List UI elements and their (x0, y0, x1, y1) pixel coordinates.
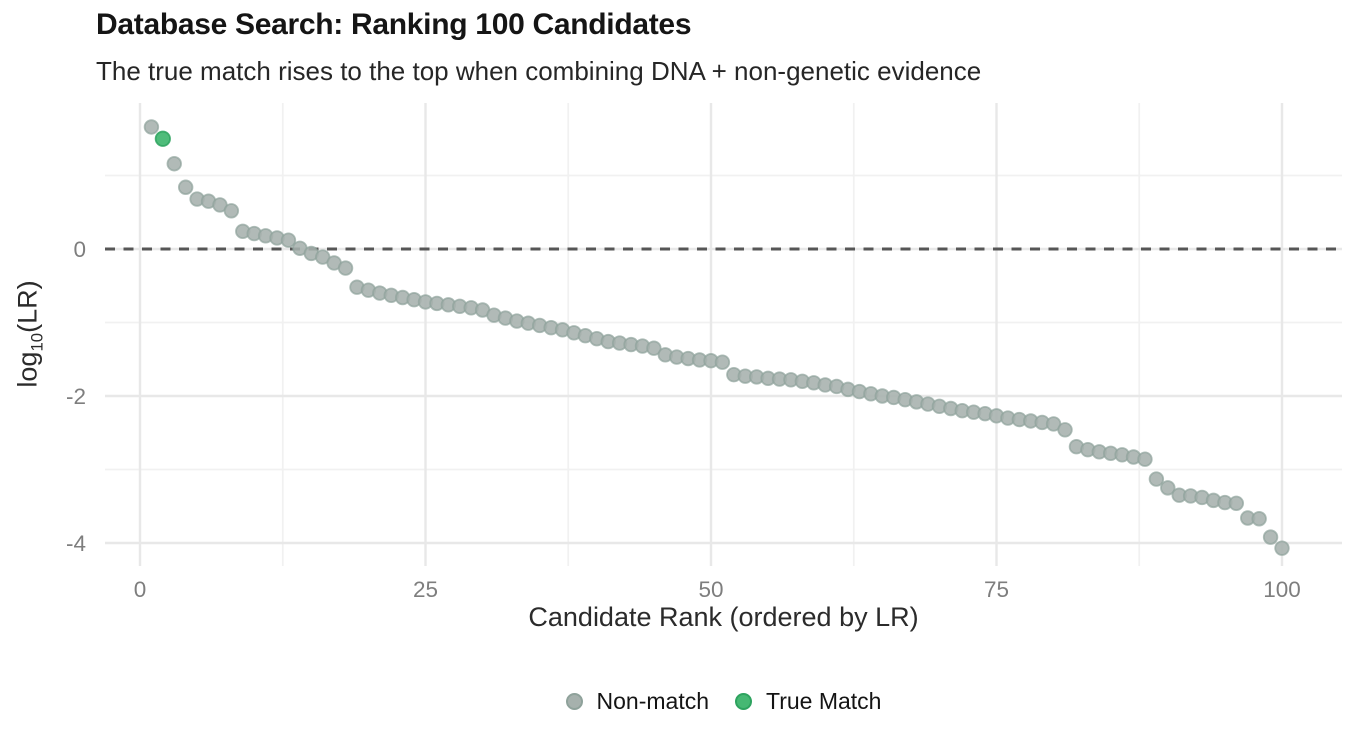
data-point-non-match (337, 260, 354, 276)
legend-label-non-match: Non-match (596, 688, 709, 714)
data-point-non-match (1148, 471, 1165, 487)
data-point-non-match (143, 119, 160, 135)
y-axis-title-sub: 10 (27, 332, 47, 352)
chart-subtitle: The true match rises to the top when com… (96, 56, 982, 86)
legend: Non-match True Match (105, 688, 1342, 715)
non-match-dot-icon (565, 693, 583, 710)
x-tick-label: 25 (413, 577, 438, 602)
data-point-non-match (714, 354, 731, 370)
data-point-non-match (177, 179, 194, 195)
x-tick-label: 0 (134, 577, 147, 602)
x-axis-title: Candidate Rank (ordered by LR) (528, 602, 919, 632)
data-point-non-match (1251, 511, 1267, 527)
y-axis-title: log10(LR) (12, 280, 47, 387)
y-tick-label: 0 (73, 237, 86, 262)
data-point-non-match (166, 156, 182, 172)
data-point-non-match (646, 340, 662, 356)
y-tick-label: -4 (66, 531, 86, 556)
data-point-non-match (280, 232, 297, 248)
y-axis-title-post: (LR) (12, 280, 43, 333)
y-tick-label: -2 (66, 384, 86, 409)
data-point-non-match (1137, 451, 1153, 467)
legend-item-true-match: True Match (735, 688, 881, 715)
legend-label-true-match: True Match (766, 688, 882, 714)
legend-item-non-match: Non-match (565, 688, 709, 715)
data-point-non-match (1262, 529, 1279, 545)
data-point-non-match (1057, 422, 1073, 438)
x-tick-label: 75 (984, 577, 1009, 602)
x-tick-label: 100 (1263, 577, 1301, 602)
data-point-non-match (1274, 540, 1290, 556)
data-point-true-match (154, 130, 171, 147)
chart-title: Database Search: Ranking 100 Candidates (96, 8, 692, 41)
true-match-dot-icon (735, 693, 752, 710)
data-point-non-match (1160, 480, 1176, 496)
x-tick-label: 50 (698, 577, 723, 602)
data-point-non-match (1228, 495, 1245, 512)
y-axis-title-pre: log (12, 351, 43, 388)
data-point-non-match (223, 203, 240, 219)
